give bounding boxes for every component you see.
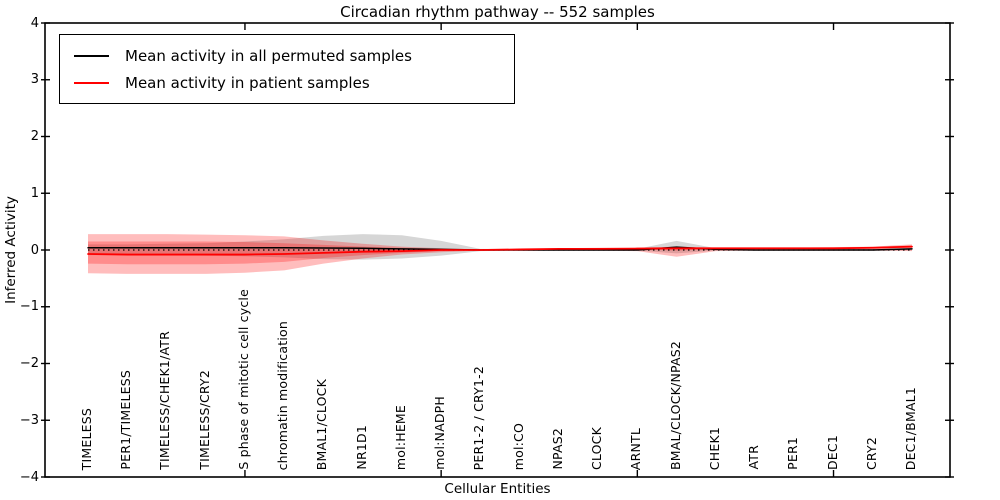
Mean-activity-in-patient-samples-line [87, 245, 913, 256]
x-tick-label: CHEK1 [706, 426, 722, 470]
x-tick-label: BMAL/CLOCK/NPAS2 [667, 340, 683, 470]
x-tick-label: TIMELESS/CRY2 [196, 370, 212, 470]
y-tick-label: −4 [19, 469, 39, 485]
patient-samples-inner-spread-band [88, 241, 912, 265]
legend-line-sample-patient [74, 81, 109, 84]
y-tick-label: 3 [30, 72, 39, 88]
legend-item-label: Mean activity in all permuted samples [125, 46, 412, 65]
x-tick-label: CLOCK [589, 426, 605, 470]
y-tick-label: 2 [30, 129, 39, 144]
x-tick-label: mol:HEME [392, 404, 408, 470]
x-tick-label: NR1D1 [353, 425, 369, 470]
legend-item: Mean activity in all permuted samples [74, 42, 514, 69]
x-axis-label: Cellular Entities [444, 481, 551, 497]
x-tick-label: PER1 [785, 437, 801, 470]
y-tick-label: 1 [30, 185, 39, 201]
legend-line-sample-permuted [74, 54, 109, 57]
x-tick-label: ARNTL [628, 427, 644, 470]
x-tick-label: DEC1/BMAL1 [903, 386, 918, 470]
y-tick-label: −3 [19, 412, 39, 428]
legend-item: Mean activity in patient samples [74, 69, 514, 96]
y-tick-label: −2 [19, 356, 39, 371]
y-tick-label: 0 [30, 242, 39, 258]
y-tick-label: −1 [19, 299, 39, 315]
x-tick-label: NPAS2 [549, 428, 565, 470]
y-tick-label: 4 [30, 15, 39, 31]
x-tick-label: ATR [746, 445, 762, 470]
x-tick-label: TIMELESS [79, 407, 94, 470]
x-tick-label: PER1/TIMELESS [118, 370, 134, 470]
x-tick-label: chromatin modification [275, 320, 291, 470]
legend-item-label: Mean activity in patient samples [125, 73, 370, 92]
x-tick-label: TIMELESS/CHEK1/ATR [157, 331, 173, 470]
legend: Mean activity in all permuted samples Me… [59, 34, 515, 104]
x-tick-label: mol:NADPH [432, 396, 448, 470]
x-tick-label: DEC1 [824, 434, 840, 470]
x-tick-label: mol:CO [510, 422, 526, 470]
x-tick-label: PER1-2 / CRY1-2 [471, 365, 487, 470]
x-tick-label: BMAL1/CLOCK [314, 378, 330, 470]
x-tick-label: CRY2 [863, 436, 879, 470]
chart-title: Circadian rhythm pathway -- 552 samples [340, 3, 655, 21]
patient-samples-outer-spread-band [88, 234, 912, 274]
x-tick-label: S phase of mitotic cell cycle [235, 289, 251, 470]
